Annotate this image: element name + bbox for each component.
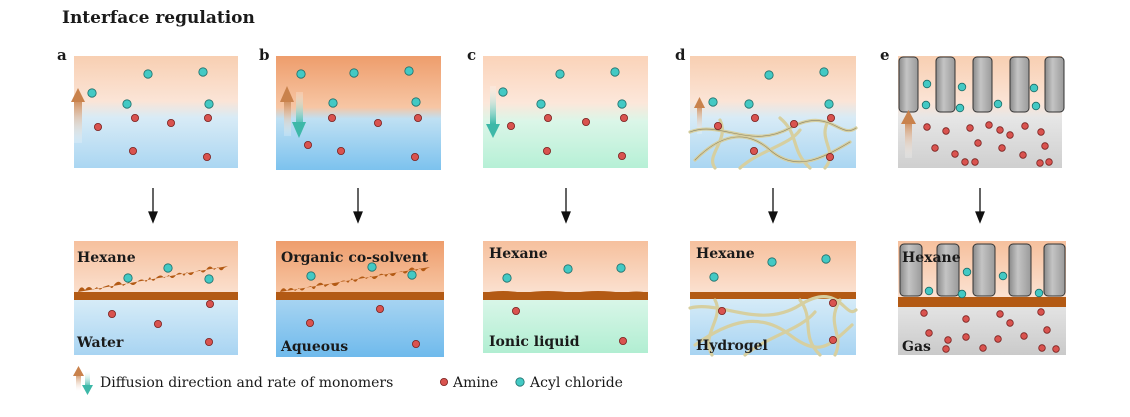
acyl-chloride-molecules bbox=[87, 67, 214, 109]
top-phase-label-d: Hexane bbox=[696, 246, 755, 262]
legend-acyl-label: Acyl chloride bbox=[529, 375, 623, 391]
panel-label-e: e bbox=[880, 46, 890, 64]
legend: Diffusion direction and rate of monomers… bbox=[73, 366, 623, 395]
bottom-phase-label-e: Gas bbox=[902, 339, 931, 355]
top-phase-label-e: Hexane bbox=[902, 250, 961, 266]
transition-arrows bbox=[148, 188, 985, 224]
legend-amine-label: Amine bbox=[452, 375, 498, 391]
bottom-phase-label-a: Water bbox=[76, 335, 124, 351]
bottom-phase-label-c: Ionic liquid bbox=[489, 334, 580, 350]
panel-c-bottom: Hexane Ionic liquid bbox=[483, 241, 648, 353]
legend-acyl-icon bbox=[515, 377, 525, 387]
legend-diffusion-icon bbox=[73, 366, 93, 395]
amine-molecules bbox=[94, 114, 212, 161]
panel-d-top bbox=[688, 56, 858, 170]
polyamide-film bbox=[74, 292, 238, 300]
top-phase-label-b: Organic co-solvent bbox=[281, 250, 429, 266]
panel-d-bottom: Hexane Hydrogel bbox=[688, 241, 858, 357]
panel-b-top bbox=[276, 56, 441, 170]
bottom-phase-label-d: Hydrogel bbox=[696, 338, 768, 354]
panel-e-bottom: Hexane Gas bbox=[898, 241, 1066, 355]
panel-label-b: b bbox=[259, 46, 270, 64]
bottom-phase-label-b: Aqueous bbox=[280, 339, 348, 355]
panel-c-top bbox=[483, 56, 648, 168]
membrane-pillars bbox=[898, 56, 1065, 113]
panel-a-top bbox=[71, 56, 238, 168]
panel-label-d: d bbox=[675, 46, 686, 64]
panel-label-c: c bbox=[467, 46, 477, 64]
top-phase-label-a: Hexane bbox=[77, 250, 136, 266]
panel-e-top bbox=[898, 56, 1065, 168]
figure-title: Interface regulation bbox=[62, 8, 255, 28]
legend-diffusion-label: Diffusion direction and rate of monomers bbox=[100, 375, 393, 391]
top-phase-label-c: Hexane bbox=[489, 246, 548, 262]
panel-b-bottom: Organic co-solvent Aqueous bbox=[276, 241, 444, 357]
diffusion-arrow-up bbox=[74, 98, 82, 143]
panel-label-a: a bbox=[57, 46, 67, 64]
panel-a-bottom: Hexane Water bbox=[74, 241, 238, 355]
legend-amine-icon bbox=[439, 377, 448, 386]
